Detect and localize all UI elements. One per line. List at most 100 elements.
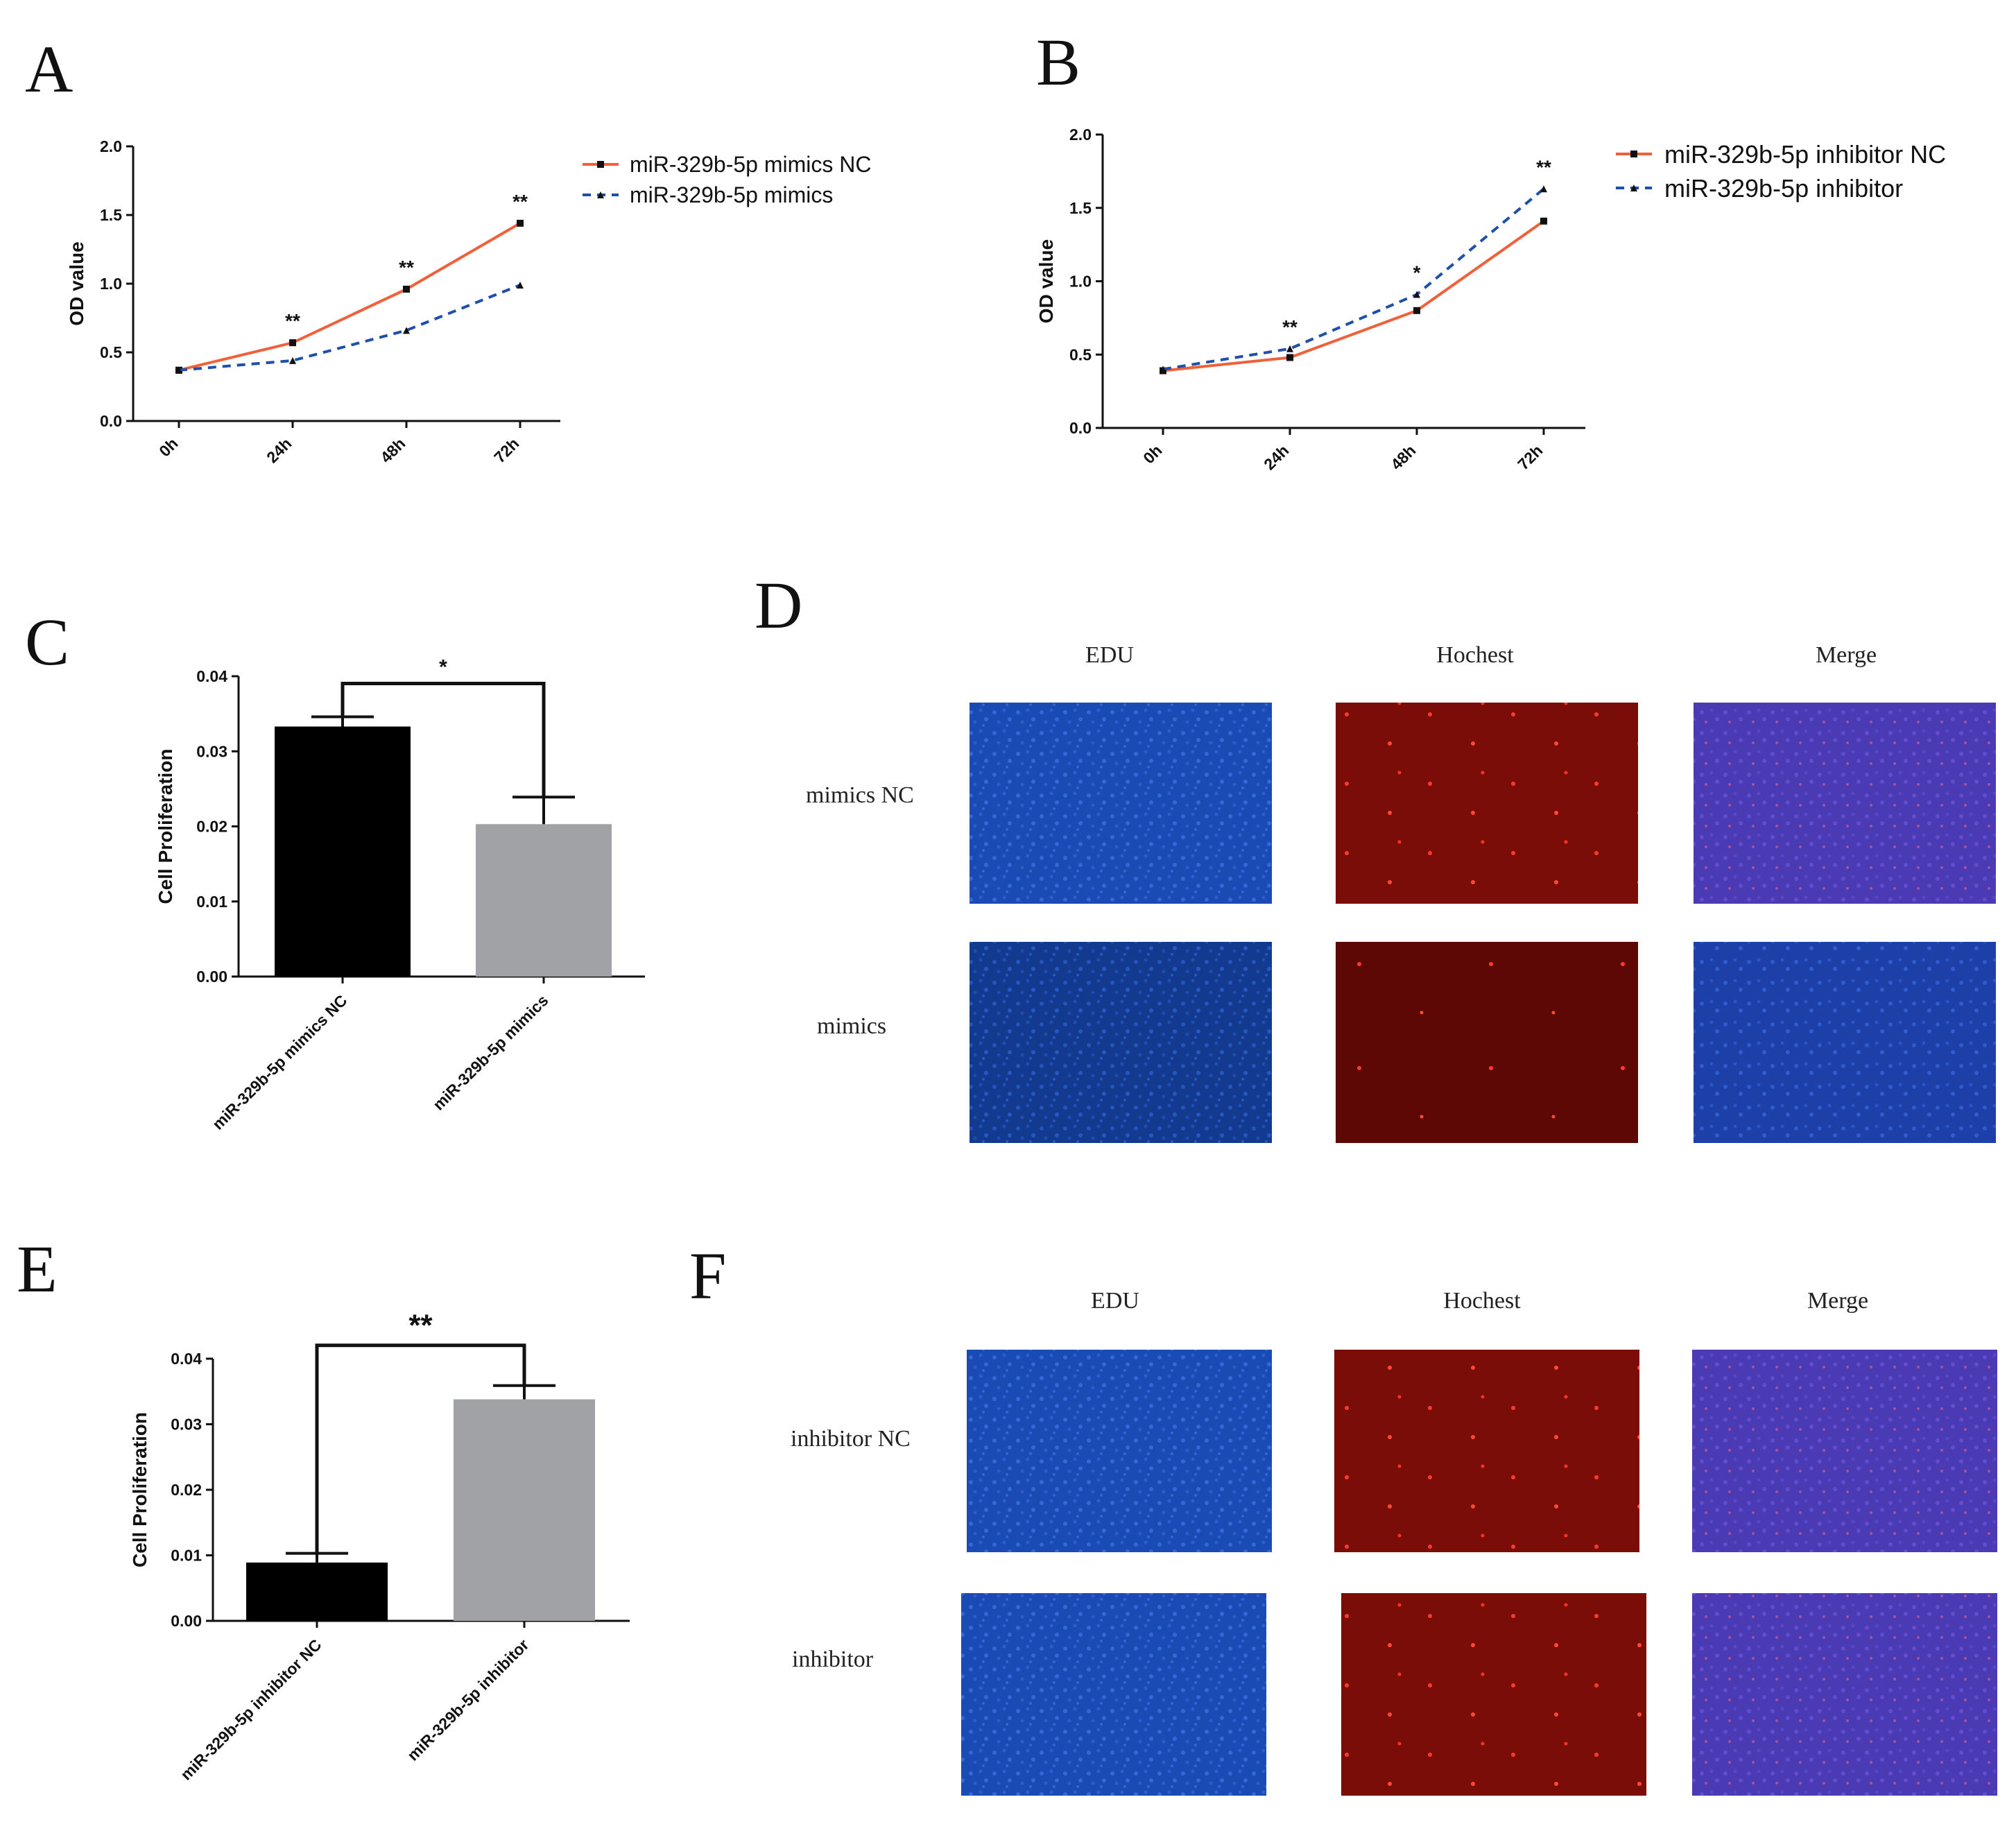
y-tick-label: 2.0 bbox=[100, 137, 122, 155]
legend-marker bbox=[597, 161, 604, 168]
x-tick-label: 48h bbox=[377, 434, 408, 466]
x-tick-label: 0h bbox=[1139, 441, 1165, 467]
row-label-mimics: mimics bbox=[817, 1013, 886, 1039]
micrograph-merge-inhibitor-nc bbox=[1692, 1350, 1997, 1552]
series-line-1 bbox=[1162, 187, 1545, 371]
row-label-mimics-nc: mimics NC bbox=[806, 782, 914, 808]
data-point bbox=[1540, 185, 1547, 193]
panel-label-d: D bbox=[755, 568, 802, 642]
row-label-inhibitor-nc: inhibitor NC bbox=[791, 1426, 911, 1452]
significance-bracket bbox=[315, 1343, 526, 1554]
y-tick-label: 1.0 bbox=[1069, 273, 1092, 291]
micrograph-merge-mimics bbox=[1694, 942, 1996, 1143]
x-tick-label: 24h bbox=[1260, 441, 1292, 473]
y-tick-label: 0.0 bbox=[1069, 419, 1092, 437]
x-tick-label: miR-329b-5p inhibitor bbox=[404, 1635, 533, 1764]
y-axis-title: Cell Proliferation bbox=[155, 748, 176, 904]
data-point bbox=[289, 339, 296, 347]
significance-label: * bbox=[1413, 262, 1421, 284]
y-tick-label: 0.01 bbox=[171, 1547, 202, 1565]
panel-label-f: F bbox=[689, 1239, 726, 1313]
bar-0 bbox=[246, 1562, 388, 1621]
x-tick-label: 72h bbox=[490, 434, 522, 466]
y-tick-label: 0.04 bbox=[171, 1350, 202, 1368]
chart-b: miR-329b-5p inhibitor NC miR-329b-5p inh… bbox=[1035, 126, 1946, 474]
x-tick-label: 0h bbox=[155, 434, 181, 460]
data-point bbox=[517, 281, 524, 289]
micrograph-hochest-inhibitor-nc bbox=[1334, 1350, 1639, 1552]
legend-label-mimics-nc: miR-329b-5p mimics NC bbox=[630, 152, 872, 177]
y-tick-label: 0.00 bbox=[171, 1612, 202, 1630]
y-tick-label: 0.03 bbox=[171, 1416, 202, 1434]
legend-marker bbox=[597, 191, 604, 198]
significance-label: ** bbox=[1282, 316, 1298, 338]
legend-marker bbox=[1630, 151, 1637, 157]
bar-0 bbox=[275, 726, 411, 977]
significance-label: ** bbox=[399, 257, 414, 278]
y-axis-title: OD value bbox=[1035, 239, 1057, 323]
chart-a: miR-329b-5p mimics NC miR-329b-5p mimics… bbox=[66, 137, 872, 467]
significance-label: ** bbox=[512, 191, 528, 212]
series-line-0 bbox=[178, 222, 522, 372]
micrograph-edu-inhibitor-nc bbox=[967, 1350, 1272, 1552]
bar-1 bbox=[454, 1399, 595, 1621]
column-label-edu-f: EDU bbox=[1091, 1288, 1139, 1314]
micrograph-panel-f: EDU Hochest Merge inhibitor NC inhibitor bbox=[791, 1288, 1997, 1796]
x-tick-label: miR-329b-5p mimics bbox=[429, 991, 552, 1114]
data-point bbox=[175, 366, 182, 374]
data-point bbox=[1286, 345, 1293, 352]
legend-label-inhibitor: miR-329b-5p inhibitor bbox=[1664, 174, 1903, 203]
chart-c: 0.00 0.01 0.02 0.03 0.04 Cell Proliferation mi… bbox=[155, 655, 645, 1133]
micrograph-merge-inhibitor bbox=[1692, 1593, 1997, 1796]
data-point bbox=[1160, 366, 1166, 373]
significance-label: * bbox=[439, 655, 447, 678]
x-tick-label: miR-329b-5p inhibitor NC bbox=[177, 1635, 325, 1784]
data-point bbox=[1286, 354, 1293, 361]
x-tick-label: 48h bbox=[1387, 441, 1419, 473]
data-point bbox=[403, 327, 410, 334]
series-line-1 bbox=[178, 284, 521, 372]
significance-label: ** bbox=[408, 1309, 433, 1343]
micrograph-panel-d: EDU Hochest Merge mimics NC mimics bbox=[806, 642, 1996, 1143]
significance-label: ** bbox=[285, 310, 300, 332]
y-axis-title: Cell Proliferation bbox=[129, 1412, 150, 1567]
legend-label-inhibitor-nc: miR-329b-5p inhibitor NC bbox=[1664, 140, 1946, 169]
micrograph-edu-inhibitor bbox=[961, 1593, 1266, 1796]
column-label-hochest: Hochest bbox=[1436, 642, 1514, 668]
data-point bbox=[1413, 307, 1420, 314]
y-tick-label: 0.01 bbox=[196, 893, 227, 911]
micrograph-edu-mimics bbox=[970, 942, 1272, 1143]
y-tick-label: 0.5 bbox=[100, 343, 122, 361]
significance-bracket bbox=[341, 681, 546, 798]
y-tick-label: 2.0 bbox=[1069, 126, 1092, 144]
panel-label-a: A bbox=[25, 32, 73, 106]
y-tick-label: 0.5 bbox=[1069, 345, 1092, 363]
data-point bbox=[517, 219, 524, 227]
panel-label-b: B bbox=[1036, 25, 1080, 99]
data-point bbox=[1413, 291, 1420, 298]
x-tick-label: 24h bbox=[263, 434, 295, 466]
column-label-edu: EDU bbox=[1085, 642, 1134, 668]
panel-label-c: C bbox=[25, 605, 69, 679]
micrograph-hochest-mimics bbox=[1336, 942, 1638, 1143]
legend-label-mimics: miR-329b-5p mimics bbox=[630, 182, 833, 207]
micrograph-merge-mimics-nc bbox=[1694, 703, 1996, 904]
data-point bbox=[289, 356, 296, 364]
significance-label: ** bbox=[1536, 156, 1551, 178]
row-label-inhibitor: inhibitor bbox=[792, 1647, 874, 1672]
y-tick-label: 0.0 bbox=[100, 412, 122, 430]
series-line-0 bbox=[1162, 220, 1545, 372]
y-tick-label: 0.00 bbox=[196, 968, 227, 986]
legend-marker bbox=[1630, 184, 1637, 191]
y-tick-label: 0.03 bbox=[196, 742, 227, 760]
column-label-merge-f: Merge bbox=[1807, 1288, 1868, 1314]
x-tick-label: 72h bbox=[1514, 441, 1546, 473]
micrograph-hochest-inhibitor bbox=[1341, 1593, 1646, 1796]
micrograph-hochest-mimics-nc bbox=[1336, 703, 1638, 904]
y-tick-label: 0.02 bbox=[196, 818, 227, 836]
x-tick-label: miR-329b-5p mimics NC bbox=[209, 991, 351, 1133]
bar-1 bbox=[476, 824, 612, 977]
data-point bbox=[403, 285, 410, 293]
y-tick-label: 1.5 bbox=[100, 206, 122, 224]
